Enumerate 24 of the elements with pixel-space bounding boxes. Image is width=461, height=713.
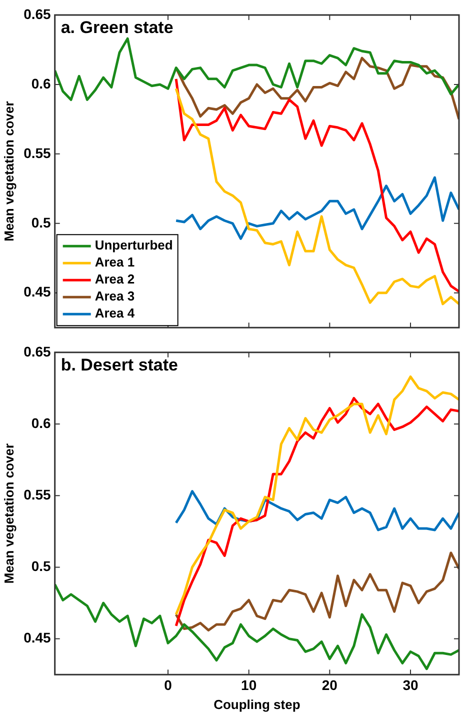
y-tick-label: 0.45: [24, 630, 52, 646]
y-tick-label: 0.5: [31, 214, 52, 230]
y-tick-label: 0.6: [31, 75, 52, 92]
chart-title: a. Green state: [60, 18, 174, 38]
legend-label: Unperturbed: [94, 238, 173, 253]
x-tick-label: 30: [402, 676, 418, 693]
x-tick-label: 0: [164, 676, 172, 693]
x-axis-title: Coupling step: [214, 696, 300, 712]
legend-label: Area 3: [94, 288, 135, 304]
y-tick-label: 0.5: [31, 558, 52, 574]
y-tick-label: 0.45: [24, 284, 52, 300]
legend-label: Area 1: [94, 254, 135, 270]
y-axis-title: Mean vegetation cover: [1, 443, 16, 584]
x-tick-label: 20: [322, 676, 338, 693]
y-tick-label: 0.65: [24, 6, 52, 22]
y-tick-label: 0.6: [31, 414, 52, 431]
y-tick-label: 0.65: [24, 343, 52, 360]
y-axis-title: Mean vegetation cover: [1, 101, 16, 242]
y-tick-label: 0.55: [24, 486, 52, 502]
y-tick-label: 0.55: [24, 144, 52, 161]
chart-title: b. Desert state: [60, 356, 178, 375]
x-tick-label: 10: [241, 676, 257, 693]
legend-label: Area 4: [94, 306, 136, 321]
legend-label: Area 2: [94, 272, 135, 287]
